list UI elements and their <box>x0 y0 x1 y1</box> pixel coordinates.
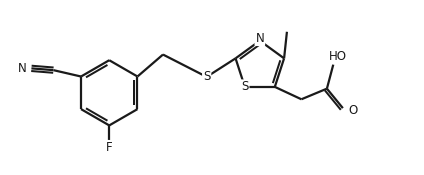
Text: S: S <box>241 80 248 93</box>
Text: F: F <box>106 141 112 154</box>
Text: N: N <box>255 32 264 45</box>
Text: N: N <box>18 62 27 75</box>
Text: HO: HO <box>329 50 346 63</box>
Text: S: S <box>203 70 210 83</box>
Text: O: O <box>348 104 357 117</box>
